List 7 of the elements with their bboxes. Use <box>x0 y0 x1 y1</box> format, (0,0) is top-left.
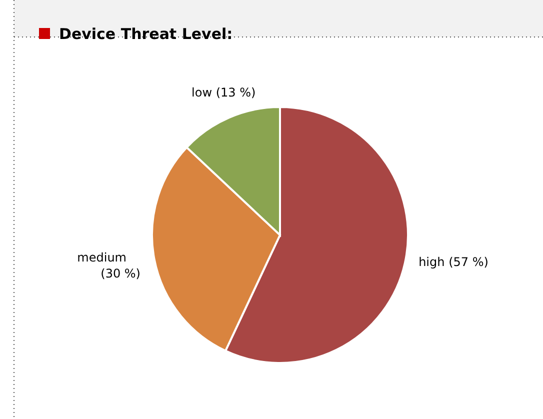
data-label: (13 %) <box>216 86 256 100</box>
slice-label: high <box>418 254 445 269</box>
data-label: (57 %) <box>448 254 488 269</box>
chart-title: Device Threat Level: <box>59 25 233 43</box>
slice-label: medium <box>77 250 127 265</box>
data-label: (30 %) <box>100 266 141 281</box>
slice-label: low <box>192 86 212 100</box>
